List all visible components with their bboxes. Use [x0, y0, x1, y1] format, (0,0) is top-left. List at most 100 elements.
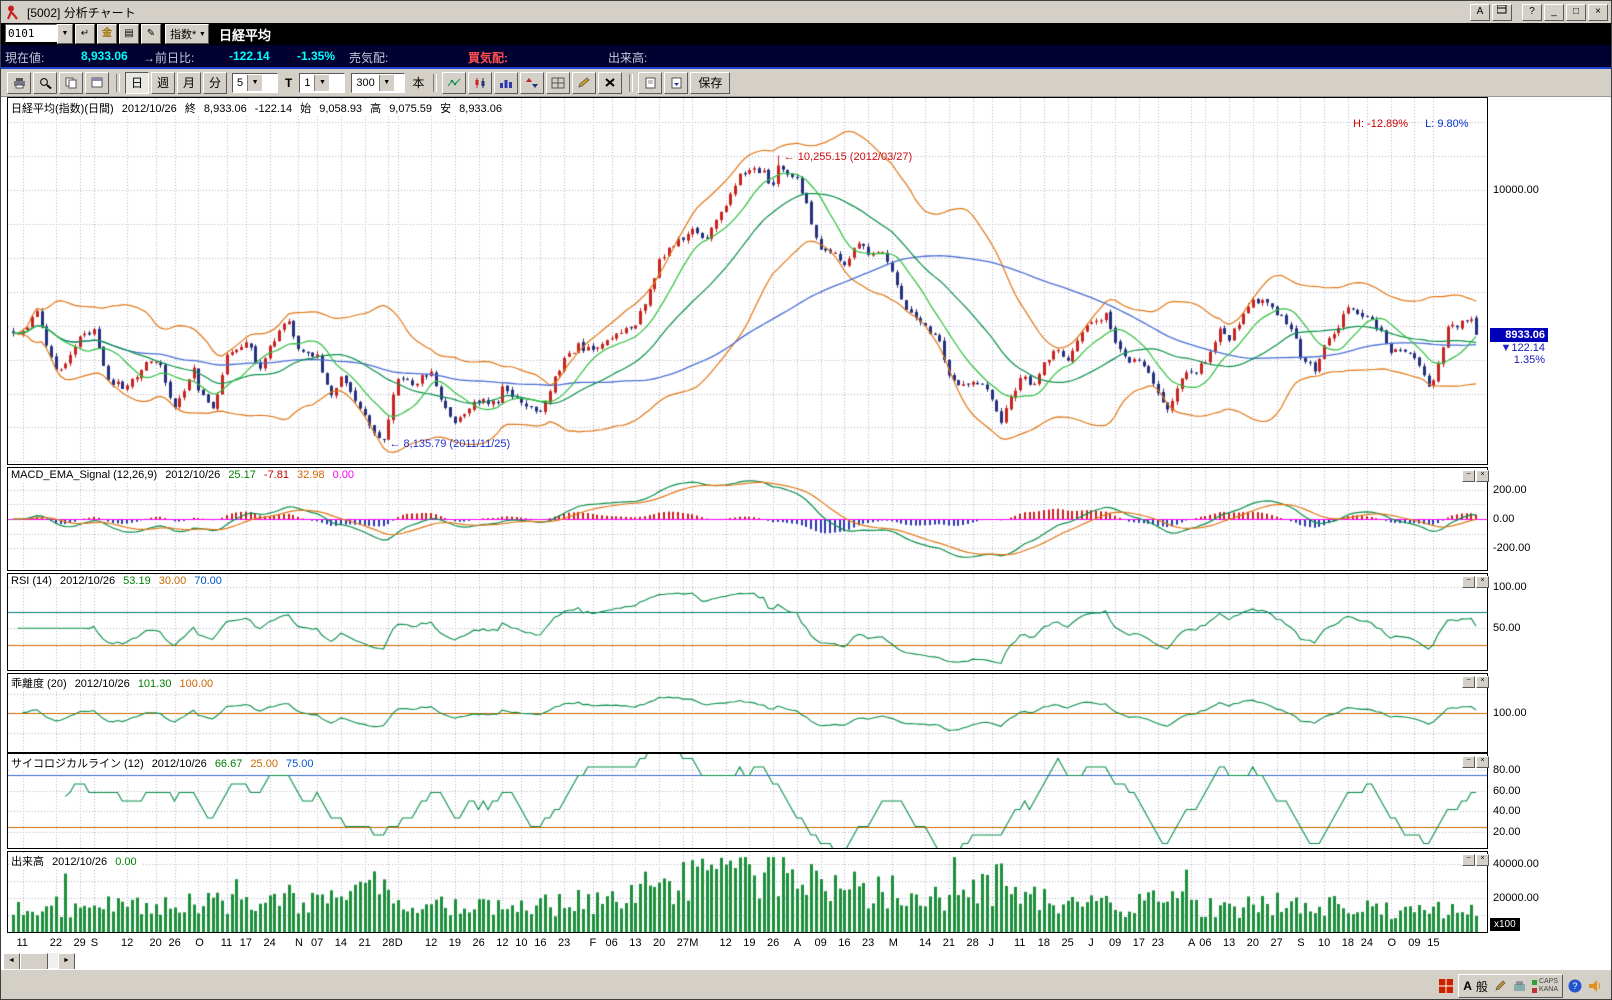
- rsi-minimize-button[interactable]: −: [1462, 576, 1475, 588]
- x-axis-label: A: [1188, 937, 1195, 949]
- ime-mode-a[interactable]: A: [1463, 979, 1472, 993]
- change-label: →前日比:: [143, 49, 194, 66]
- change-percent: -1.35%: [297, 49, 335, 63]
- close-button[interactable]: ×: [1588, 4, 1608, 21]
- layout-button[interactable]: [1492, 4, 1512, 21]
- rsi-close-button[interactable]: ×: [1476, 576, 1489, 588]
- line-chart-button[interactable]: [442, 72, 466, 94]
- open-label: 始: [300, 103, 311, 115]
- x-axis-label: 17: [240, 937, 252, 949]
- tray-sound-icon[interactable]: [1587, 978, 1603, 994]
- psych-minimize-button[interactable]: −: [1462, 756, 1475, 768]
- volume-unit-label: x100: [1490, 918, 1520, 931]
- save-layout-button[interactable]: [638, 72, 662, 94]
- index-type-select[interactable]: 指数* ▼: [165, 24, 209, 44]
- period-minute-button[interactable]: 分: [203, 72, 227, 94]
- macd-close-button[interactable]: ×: [1476, 470, 1489, 482]
- period-week-button[interactable]: 週: [151, 72, 175, 94]
- period-day-button[interactable]: 日: [125, 72, 149, 94]
- x-axis-label: 14: [335, 937, 347, 949]
- volume-bars-button[interactable]: [494, 72, 518, 94]
- tray-help-icon[interactable]: ?: [1567, 978, 1583, 994]
- volume-close-button[interactable]: ×: [1476, 854, 1489, 866]
- symbol-code-dropdown[interactable]: ▼: [57, 24, 73, 44]
- load-layout-button[interactable]: [664, 72, 688, 94]
- magnifier-icon: [39, 77, 52, 89]
- ime-toolbar[interactable]: A 般 CAPS KANA: [1458, 974, 1563, 998]
- rsi-canvas[interactable]: [8, 574, 1487, 670]
- price-chart-canvas[interactable]: [8, 98, 1487, 464]
- kairi-value: 101.30: [138, 678, 172, 690]
- ime-pen-icon[interactable]: [1492, 978, 1508, 994]
- symbol-toolbar: ▼ ↵ 金 ▤ ✎ 指数* ▼ 日経平均: [1, 23, 1611, 45]
- horizontal-scrollbar[interactable]: ◄ ►: [3, 953, 75, 968]
- volume-label: 出来高:: [608, 49, 647, 66]
- x-axis-label: 27: [677, 937, 689, 949]
- rsi-header: RSI (14) 2012/10/26 53.19 30.00 70.00: [11, 575, 227, 587]
- symbol-code-input[interactable]: [5, 24, 57, 42]
- kairi-panel: [7, 673, 1488, 753]
- copy-chart-button[interactable]: [59, 72, 83, 94]
- edit-button[interactable]: ✎: [141, 24, 161, 44]
- x-axis-label: 13: [629, 937, 641, 949]
- x-axis-label: 11: [17, 937, 28, 949]
- print-button[interactable]: [7, 72, 31, 94]
- volume-minimize-button[interactable]: −: [1462, 854, 1475, 866]
- new-window-button[interactable]: [85, 72, 109, 94]
- kairi-close-button[interactable]: ×: [1476, 676, 1489, 688]
- enter-button[interactable]: ↵: [75, 24, 95, 44]
- draw-button[interactable]: [572, 72, 596, 94]
- bar-count-select[interactable]: 300 ▼: [351, 73, 405, 93]
- ma-period-select[interactable]: 5 ▼: [232, 73, 278, 93]
- peak-annotation: ← 10,255.15 (2012/03/27): [784, 151, 912, 163]
- candlestick-button[interactable]: [468, 72, 492, 94]
- low-label: 安: [440, 103, 451, 115]
- ime-mode-general[interactable]: 般: [1476, 978, 1488, 995]
- psych-close-button[interactable]: ×: [1476, 756, 1489, 768]
- close-label: 終: [185, 103, 196, 115]
- x-axis-label: S: [1297, 937, 1304, 949]
- interval-select[interactable]: 1 ▼: [299, 73, 345, 93]
- x-axis-label: J: [989, 937, 995, 949]
- erase-button[interactable]: [598, 72, 622, 94]
- rsi-low-value: 30.00: [159, 575, 187, 587]
- current-price-value: 8,933.06: [81, 49, 128, 63]
- scrollbar-track[interactable]: [48, 953, 58, 968]
- macd-canvas[interactable]: [8, 468, 1487, 570]
- updown-button[interactable]: [520, 72, 544, 94]
- favorites-button[interactable]: 金: [97, 24, 117, 44]
- separator: [433, 74, 437, 92]
- maximize-button[interactable]: □: [1566, 4, 1586, 21]
- list-button[interactable]: ▤: [119, 24, 139, 44]
- help-button[interactable]: ?: [1522, 4, 1542, 21]
- title-bar[interactable]: [5002] 分析チャート A ? _ □ ×: [1, 1, 1611, 24]
- ime-tools-icon[interactable]: [1512, 978, 1528, 994]
- x-axis-label: 21: [359, 937, 371, 949]
- macd-hist-value: -7.81: [264, 469, 289, 481]
- axis-label: 20000.00: [1493, 892, 1539, 904]
- rsi-value: 53.19: [123, 575, 151, 587]
- grid-button[interactable]: [546, 72, 570, 94]
- kairi-base-value: 100.00: [180, 678, 214, 690]
- rsi-high-value: 70.00: [194, 575, 222, 587]
- macd-minimize-button[interactable]: −: [1462, 470, 1475, 482]
- font-size-button[interactable]: A: [1470, 4, 1490, 21]
- app-window: [5002] 分析チャート A ? _ □ × ▼ ↵ 金 ▤ ✎ 指数* ▼ …: [0, 0, 1612, 1000]
- interval-value: 1: [304, 77, 310, 89]
- zoom-button[interactable]: [33, 72, 57, 94]
- tray-app-icon[interactable]: [1438, 978, 1454, 994]
- kairi-canvas[interactable]: [8, 674, 1487, 752]
- caps-kana-indicator[interactable]: CAPS KANA: [1532, 978, 1558, 994]
- volume-canvas[interactable]: [8, 852, 1487, 932]
- minimize-button[interactable]: _: [1544, 4, 1564, 21]
- period-month-button[interactable]: 月: [177, 72, 201, 94]
- copy-icon: [65, 77, 78, 89]
- save-button[interactable]: 保存: [690, 72, 730, 94]
- kairi-minimize-button[interactable]: −: [1462, 676, 1475, 688]
- price-panel: [7, 97, 1488, 465]
- x-axis-label: 23: [862, 937, 874, 949]
- chevron-down-icon: ▼: [379, 75, 394, 91]
- scrollbar-thumb[interactable]: [20, 953, 48, 970]
- scroll-left-button[interactable]: ◄: [3, 953, 20, 970]
- scroll-right-button[interactable]: ►: [58, 953, 75, 970]
